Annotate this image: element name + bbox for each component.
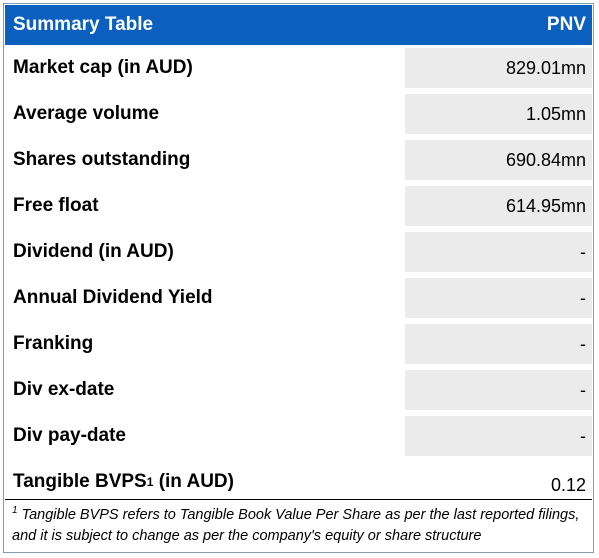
table-row-shares-outstanding: Shares outstanding 690.84mn xyxy=(5,137,592,183)
row-label: Div ex-date xyxy=(5,367,403,413)
row-value: 614.95mn xyxy=(405,186,592,226)
row-value: 0.12 xyxy=(405,465,592,505)
table-row-dividend: Dividend (in AUD) - xyxy=(5,229,592,275)
table-row-average-volume: Average volume 1.05mn xyxy=(5,91,592,137)
row-value: - xyxy=(405,278,592,318)
summary-table-body: Market cap (in AUD) 829.01mn Average vol… xyxy=(5,45,592,505)
table-row-div-ex-date: Div ex-date - xyxy=(5,367,592,413)
row-label: Div pay-date xyxy=(5,413,403,459)
table-row-tangible-bvps: Tangible BVPS 1 (in AUD) 0.12 xyxy=(5,459,592,505)
row-label-main: Tangible BVPS xyxy=(13,471,147,492)
row-value: - xyxy=(405,232,592,272)
table-row-free-float: Free float 614.95mn xyxy=(5,183,592,229)
row-label: Average volume xyxy=(5,91,403,137)
row-label: Dividend (in AUD) xyxy=(5,229,403,275)
footnote-marker: 1 xyxy=(12,505,18,517)
table-row-franking: Franking - xyxy=(5,321,592,367)
table-row-market-cap: Market cap (in AUD) 829.01mn xyxy=(5,45,592,91)
summary-table-header: Summary Table PNV xyxy=(5,5,592,45)
row-value: 690.84mn xyxy=(405,140,592,180)
row-label: Market cap (in AUD) xyxy=(5,45,403,91)
row-value: - xyxy=(405,416,592,456)
row-value: 1.05mn xyxy=(405,94,592,134)
table-title: Summary Table xyxy=(13,14,154,35)
table-row-annual-dividend-yield: Annual Dividend Yield - xyxy=(5,275,592,321)
ticker-label: PNV xyxy=(546,14,586,35)
row-label: Franking xyxy=(5,321,403,367)
row-label: Tangible BVPS 1 (in AUD) xyxy=(5,459,403,505)
footnote-divider xyxy=(5,499,592,500)
row-label: Free float xyxy=(5,183,403,229)
row-value: - xyxy=(405,324,592,364)
row-value: 829.01mn xyxy=(405,48,592,88)
table-row-div-pay-date: Div pay-date - xyxy=(5,413,592,459)
row-value: - xyxy=(405,370,592,410)
footnote-text: Tangible BVPS refers to Tangible Book Va… xyxy=(12,507,580,544)
row-label: Shares outstanding xyxy=(5,137,403,183)
row-label-suffix: (in AUD) xyxy=(153,471,234,492)
footnote: 1 Tangible BVPS refers to Tangible Book … xyxy=(12,505,587,547)
row-label: Annual Dividend Yield xyxy=(5,275,403,321)
